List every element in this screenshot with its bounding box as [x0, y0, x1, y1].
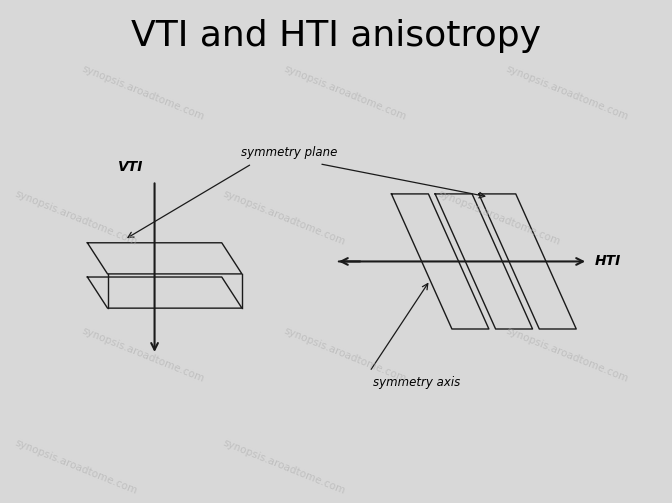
Text: synopsis.aroadtome.com: synopsis.aroadtome.com [437, 189, 562, 247]
Text: HTI: HTI [595, 255, 621, 269]
Text: synopsis.aroadtome.com: synopsis.aroadtome.com [222, 189, 347, 247]
Text: VTI: VTI [118, 160, 144, 175]
Text: synopsis.aroadtome.com: synopsis.aroadtome.com [282, 64, 407, 123]
Text: synopsis.aroadtome.com: synopsis.aroadtome.com [81, 64, 206, 123]
Text: VTI and HTI anisotropy: VTI and HTI anisotropy [131, 19, 541, 53]
Text: synopsis.aroadtome.com: synopsis.aroadtome.com [504, 64, 629, 123]
Text: synopsis.aroadtome.com: synopsis.aroadtome.com [81, 325, 206, 384]
Text: symmetry plane: symmetry plane [241, 146, 337, 159]
Text: synopsis.aroadtome.com: synopsis.aroadtome.com [282, 325, 407, 384]
Text: synopsis.aroadtome.com: synopsis.aroadtome.com [13, 438, 138, 496]
Text: synopsis.aroadtome.com: synopsis.aroadtome.com [13, 189, 138, 247]
Text: symmetry axis: symmetry axis [373, 376, 460, 389]
Text: synopsis.aroadtome.com: synopsis.aroadtome.com [504, 325, 629, 384]
Text: synopsis.aroadtome.com: synopsis.aroadtome.com [222, 438, 347, 496]
